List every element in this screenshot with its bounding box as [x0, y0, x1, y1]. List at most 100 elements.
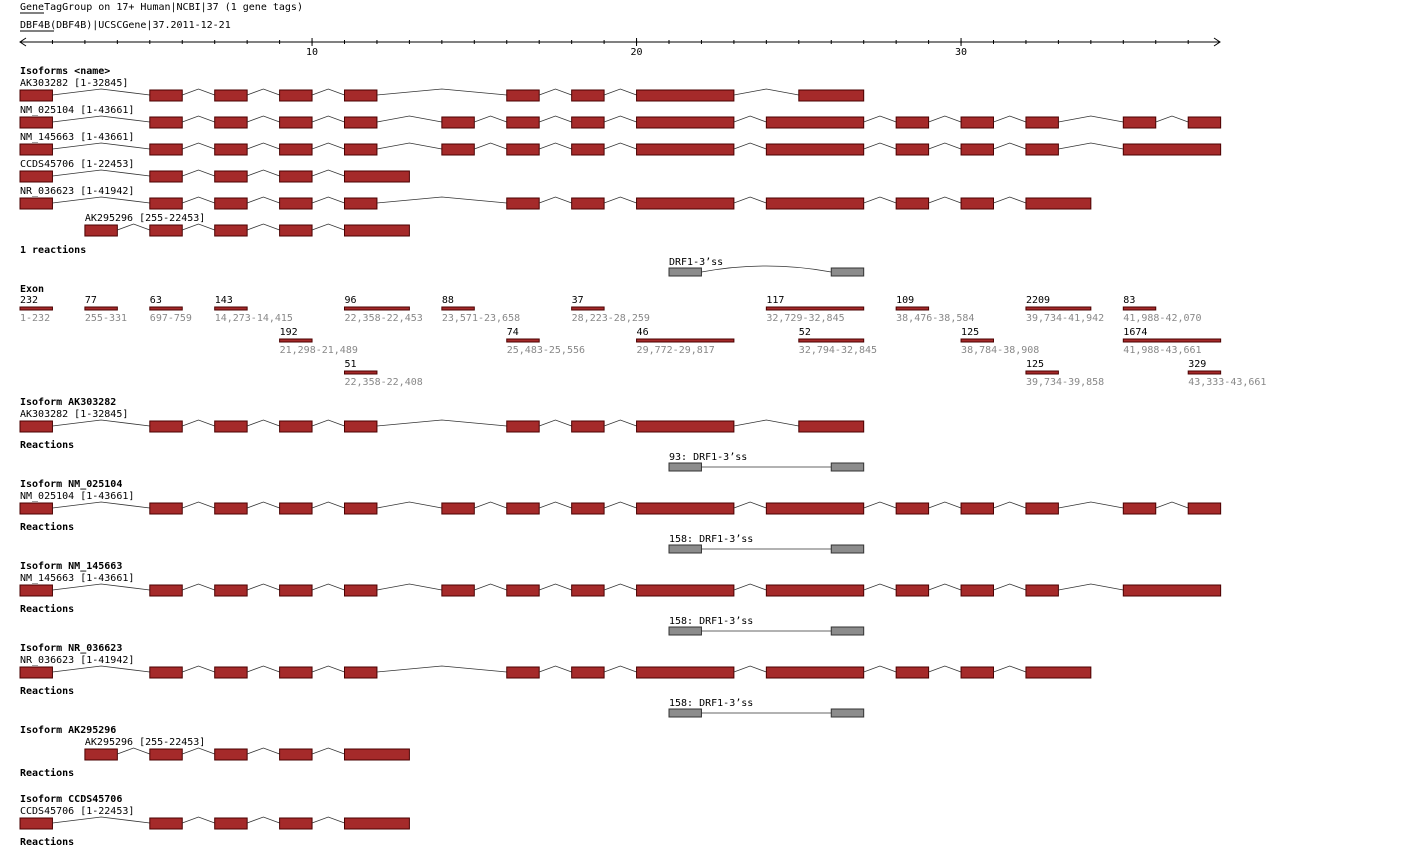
- isoform-label: NM_025104 [1-43661]: [20, 491, 134, 502]
- intron: [603, 88, 637, 96]
- exon: [19, 143, 53, 156]
- section-title: Isoform NM_025104: [20, 479, 122, 490]
- intron: [182, 115, 215, 123]
- exon: [765, 116, 865, 129]
- exon: [1025, 502, 1059, 515]
- intron: [733, 665, 767, 673]
- exon-length: 192: [280, 327, 298, 338]
- intron: [247, 419, 280, 427]
- exon: [149, 420, 183, 433]
- intron: [182, 196, 215, 204]
- exon-length: 109: [896, 295, 914, 306]
- reaction-label: 93: DRF1-3’ss: [669, 452, 747, 463]
- exon: [571, 666, 605, 679]
- exon: [1122, 143, 1222, 156]
- intron: [539, 88, 572, 96]
- exon: [214, 143, 248, 156]
- exon: [344, 143, 378, 156]
- intron: [863, 142, 897, 150]
- exon: [636, 666, 735, 679]
- exon: [636, 420, 735, 433]
- intron: [603, 419, 637, 427]
- gene-name: DBF4B(DBF4B)|UCSCGene|37.2011-12-21: [20, 20, 231, 31]
- exon-range: 29,772-29,817: [637, 345, 715, 356]
- section-title: Isoform AK295296: [20, 725, 116, 736]
- reaction-box: [830, 708, 865, 718]
- exon-length: 63: [150, 295, 162, 306]
- intron: [603, 115, 637, 123]
- exon: [895, 666, 930, 679]
- exon: [279, 89, 313, 102]
- intron: [376, 88, 507, 96]
- intron: [311, 816, 345, 824]
- intron: [928, 665, 962, 673]
- exon: [214, 420, 248, 433]
- intron: [247, 665, 280, 673]
- exon: [1025, 197, 1092, 210]
- isoform-label: NM_025104 [1-43661]: [20, 105, 134, 116]
- exon: [149, 116, 183, 129]
- exon: [441, 143, 475, 156]
- intron: [733, 501, 767, 509]
- intron: [603, 142, 637, 150]
- reaction-box: [668, 544, 702, 554]
- exon-bar: [798, 338, 865, 343]
- exon: [960, 116, 994, 129]
- exon: [344, 817, 410, 830]
- exon-length: 329: [1188, 359, 1206, 370]
- isoform-label: NR_036623 [1-41942]: [20, 186, 134, 197]
- exon-range: 39,734-39,858: [1026, 377, 1104, 388]
- exon-range: 32,729-32,845: [766, 313, 844, 324]
- exon: [344, 748, 410, 761]
- intron: [539, 115, 572, 123]
- reactions-title: 1 reactions: [20, 244, 86, 256]
- intron: [1058, 583, 1124, 591]
- exon: [19, 584, 53, 597]
- exon: [798, 420, 865, 433]
- exon-length: 125: [961, 327, 979, 338]
- intron: [539, 501, 572, 509]
- intron: [928, 583, 962, 591]
- intron: [474, 142, 507, 150]
- exon-length: 77: [85, 295, 97, 306]
- exon: [1187, 116, 1222, 129]
- exon: [19, 89, 53, 102]
- exon: [960, 197, 994, 210]
- intron: [733, 88, 799, 96]
- exon: [214, 666, 248, 679]
- exon-bar: [506, 338, 540, 343]
- intron: [311, 583, 345, 591]
- intron: [993, 142, 1027, 150]
- exon: [344, 89, 378, 102]
- intron: [539, 419, 572, 427]
- exon: [895, 116, 930, 129]
- intron: [603, 196, 637, 204]
- exon: [1187, 502, 1222, 515]
- exon-bar: [441, 306, 475, 311]
- exon: [1025, 584, 1059, 597]
- exon: [636, 584, 735, 597]
- intron: [182, 816, 215, 824]
- intron: [539, 665, 572, 673]
- section-reactions-title: Reactions: [20, 439, 74, 451]
- exon: [506, 420, 540, 433]
- exon-range: 38,476-38,584: [896, 313, 974, 324]
- exon: [19, 420, 53, 433]
- exon: [279, 116, 313, 129]
- reaction-link: [701, 265, 832, 273]
- intron: [928, 196, 962, 204]
- exon-length: 52: [799, 327, 811, 338]
- exon-bar: [1025, 306, 1092, 311]
- exon: [19, 502, 53, 515]
- exon: [344, 502, 378, 515]
- exon: [895, 584, 930, 597]
- ruler-arrows: [19, 37, 1221, 47]
- exon: [344, 224, 410, 237]
- intron: [993, 501, 1027, 509]
- intron: [247, 142, 280, 150]
- exon-length: 143: [215, 295, 233, 306]
- exon: [279, 170, 313, 183]
- intron: [182, 419, 215, 427]
- exon: [149, 666, 183, 679]
- intron: [863, 583, 897, 591]
